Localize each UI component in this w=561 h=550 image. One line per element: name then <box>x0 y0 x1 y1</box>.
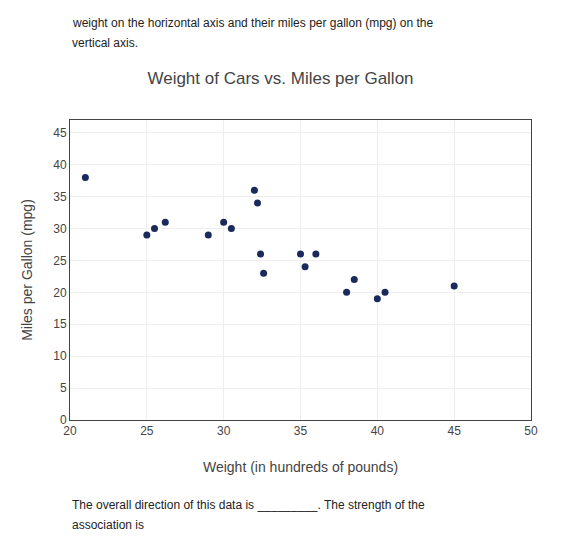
svg-text:45: 45 <box>53 126 67 140</box>
svg-text:Miles per Gallon (mpg): Miles per Gallon (mpg) <box>19 199 35 341</box>
svg-text:0: 0 <box>60 413 67 427</box>
svg-text:Weight of Cars vs. Miles per G: Weight of Cars vs. Miles per Gallon <box>147 69 413 88</box>
svg-text:40: 40 <box>371 424 385 438</box>
svg-text:10: 10 <box>53 349 67 363</box>
svg-text:Weight (in hundreds of pounds): Weight (in hundreds of pounds) <box>203 459 398 475</box>
svg-text:45: 45 <box>447 424 461 438</box>
svg-text:20: 20 <box>53 286 67 300</box>
svg-text:50: 50 <box>524 424 538 438</box>
svg-text:vertical axis.: vertical axis. <box>72 36 138 50</box>
svg-text:35: 35 <box>53 190 67 204</box>
svg-text:25: 25 <box>140 424 154 438</box>
svg-text:35: 35 <box>294 424 308 438</box>
svg-text:30: 30 <box>53 222 67 236</box>
svg-text:The overall direction of this: The overall direction of this data is __… <box>72 498 425 512</box>
svg-text:weight on the horizontal axis: weight on the horizontal axis and their … <box>72 16 434 30</box>
svg-text:25: 25 <box>53 254 67 268</box>
svg-text:15: 15 <box>53 317 67 331</box>
svg-text:association is: association is <box>72 518 144 532</box>
svg-text:5: 5 <box>60 381 67 395</box>
svg-text:40: 40 <box>53 158 67 172</box>
svg-text:20: 20 <box>63 424 77 438</box>
svg-text:30: 30 <box>217 424 231 438</box>
